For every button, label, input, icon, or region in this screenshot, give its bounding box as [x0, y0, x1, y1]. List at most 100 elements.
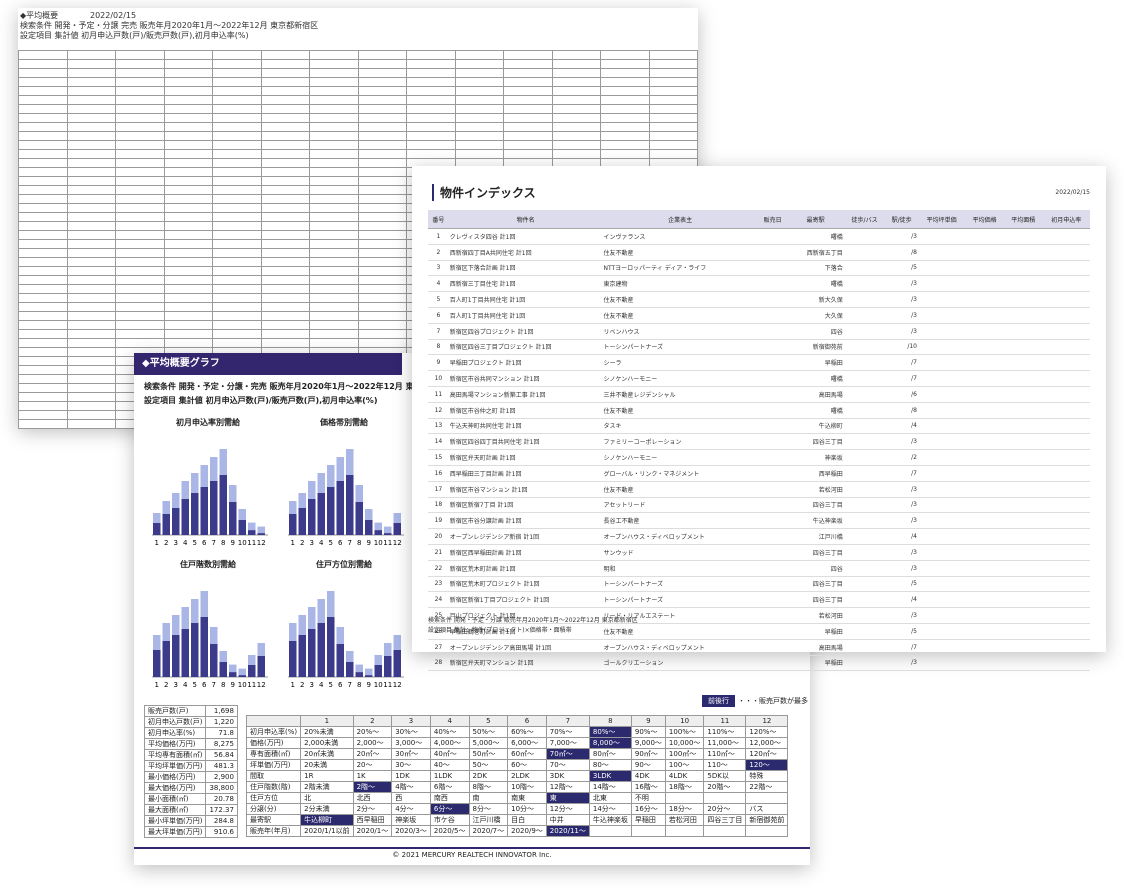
grid-cell	[357, 302, 407, 312]
table-row[interactable]: 6 百人町1丁目共同住宅 計1回 住友不動産 大久保/3	[428, 307, 1090, 324]
summary-value: 481.3	[205, 760, 238, 772]
company-name: シノケンハーモニー	[602, 449, 758, 466]
row-number: 28	[428, 655, 449, 672]
x-tick-label: 12	[257, 539, 266, 547]
property-index-table: 番号 物件名 企業表主 販売日 最寄駅 徒歩/バス 駅/徒歩 平均坪単価 平均価格 平均面積 初月申…	[428, 210, 1090, 672]
avg-area	[1003, 639, 1043, 656]
initial-rate	[1042, 497, 1090, 514]
column-header: 番号	[428, 210, 449, 229]
grid-cell	[18, 86, 68, 96]
matrix-cell: 6分～	[429, 803, 470, 815]
table-row[interactable]: 9 早稲田プロジェクト 計1回 シーラ 早稲田/7	[428, 354, 1090, 372]
table-row[interactable]: 21 新宿区西早稲田計画 計1回 サンウッド 四谷三丁目/3	[428, 544, 1090, 561]
table-row: 専有面積(㎡) 20㎡未満 20㎡～ 30㎡～ 40㎡～ 50㎡～ 60㎡～ 70㎡～ 80㎡～…	[245, 748, 789, 760]
table-row[interactable]: 13 牛込天神町共同住宅 計1回 タスキ 牛込柳町/4	[428, 418, 1090, 435]
matrix-cell: 早稲田	[630, 814, 666, 826]
property-name: 新宿区弁天町マンション 計1回	[448, 655, 603, 672]
grid-cell	[600, 131, 650, 141]
table-row: 平均価格(万円) 8,275	[143, 738, 238, 750]
grid-cell	[260, 50, 310, 60]
avg-tsubo-price	[917, 275, 966, 293]
table-row[interactable]: 4 西新宿三丁目住宅 計1回 東京建物 曙橋/3	[428, 275, 1090, 293]
grid-cell	[163, 284, 213, 294]
bar-initial	[374, 530, 382, 535]
sale-date	[757, 591, 788, 609]
table-row[interactable]: 23 新宿区荒木町プロジェクト 計1回 トーシンパートナーズ 四谷三丁目/5	[428, 576, 1090, 593]
station-walk: /3	[885, 291, 918, 308]
walk-or-bus	[843, 418, 886, 435]
grid-cell	[309, 50, 359, 60]
grid-cell	[66, 392, 116, 402]
matrix-cell: 牛込神楽坂	[588, 814, 632, 826]
grid-cell	[309, 239, 359, 249]
bar-initial	[317, 623, 325, 677]
table-row[interactable]: 17 新宿区市谷マンション 計1回 住友不動産 若松河田/3	[428, 481, 1090, 498]
table-row: 初月申込戸数(戸) 1,220	[143, 716, 238, 728]
table-row[interactable]: 25 戸山プロジェクト 計1回 リード・リアルエステート 若松河田/3	[428, 607, 1090, 624]
table-row[interactable]: 18 新宿区新宿7丁目 計1回 アセットリード 四谷三丁目/3	[428, 497, 1090, 514]
table-row[interactable]: 3 新宿区下落合計画 計1回 NTTヨーロッパーティ ディア・ライフ 下落合/5	[428, 260, 1090, 277]
table-row[interactable]: 20 オープンレジデンシア新宿 計1回 オープンハウス・ディベロップメント 江戸川橋 /…	[428, 528, 1090, 545]
table-row: 最小坪単価(万円) 284.8	[143, 815, 238, 827]
walk-or-bus	[843, 639, 886, 656]
table-row[interactable]: 16 西早稲田三丁目計画 計1回 グローバル・リンク・マネジメント 西早稲田/7	[428, 465, 1090, 482]
grid-cell	[115, 293, 165, 303]
x-tick-label: 1	[291, 681, 295, 689]
table-row[interactable]: 22 新宿区荒木町計画 計1回 明和 四谷/3	[428, 560, 1090, 577]
table-row[interactable]: 10 新宿区市谷共同マンション 計1回 シノケンハーモニー 曙橋/7	[428, 370, 1090, 387]
avg-price	[965, 591, 1004, 609]
grid-cell	[551, 59, 601, 69]
matrix-cell	[703, 825, 747, 837]
company-name: 住友不動産	[602, 481, 758, 498]
walk-or-bus	[843, 560, 886, 577]
table-row[interactable]: 7 新宿区四谷プロジェクト 計1回 リベンハウス 四谷/3	[428, 323, 1090, 340]
grid-cell	[212, 167, 262, 177]
grid-cell	[163, 329, 213, 339]
company-name: インヴァランス	[602, 228, 758, 245]
company-name: タスキ	[602, 418, 758, 435]
table-row[interactable]: 1 クレヴィスタ四谷 計1回 インヴァランス 曙橋/3	[428, 228, 1090, 245]
grid-cell	[309, 257, 359, 267]
avg-price	[965, 623, 1004, 640]
grid-cell	[357, 203, 407, 213]
matrix-cell: 2020/5～	[429, 825, 470, 837]
search-conditions: 検索条件 開発・予定・分譲 完売 販売年月2020年1月～2022年12月 東京…	[20, 21, 319, 30]
station-walk: /3	[885, 497, 918, 514]
table-row[interactable]: 12 新宿区市谷仲之町 計1回 住友不動産 曙橋/8	[428, 402, 1090, 419]
avg-area	[1003, 512, 1043, 530]
table-row[interactable]: 27 オープンレジデンシア高田馬場 計1回 オープンハウス・ディベロップメント 高田馬…	[428, 639, 1090, 656]
table-row[interactable]: 8 新宿区四谷三丁目プロジェクト 計1回 トーシンパートナーズ 新宿御苑前/10	[428, 339, 1090, 356]
table-row[interactable]: 11 高田馬場マンション新築工事 計1回 三井不動産レジデンシャル 高田馬場/6	[428, 386, 1090, 403]
avg-area	[1003, 481, 1043, 498]
initial-rate	[1042, 544, 1090, 561]
station-walk: /3	[885, 560, 918, 577]
x-tick-label: 7	[212, 539, 216, 547]
table-row[interactable]: 14 新宿区四谷四丁目共同住宅 計1回 ファミリーコーポレーション 四谷三丁目/3	[428, 433, 1090, 451]
table-row[interactable]: 19 新宿区市谷分譲計画 計1回 長谷工不動産 牛込神楽坂/3	[428, 512, 1090, 530]
table-row[interactable]: 24 新宿区新宿1丁目プロジェクト 計1回 トーシンパートナーズ 四谷三丁目/4	[428, 591, 1090, 609]
x-tick-label: 4	[183, 681, 188, 689]
grid-cell	[115, 275, 165, 285]
grid-cell	[212, 329, 262, 339]
matrix-cell: 90～	[630, 759, 666, 771]
grid-cell	[551, 50, 601, 60]
property-name: 新宿区荒木町計画 計1回	[448, 560, 603, 577]
table-row[interactable]: 26 早稲田鶴巻町計画 計1回 住友不動産 早稲田/5	[428, 623, 1090, 640]
bar-initial	[238, 675, 246, 677]
property-name: 百人町1丁目共同住宅 計1回	[448, 291, 603, 308]
grid-cell	[406, 149, 456, 159]
index-search-conditions: 検索条件 開発・予定・分譲 販売年月2020年1月～2022年12月 東京都新宿…	[428, 617, 638, 624]
table-row[interactable]: 5 百人町1丁目共同住宅 計1回 住友不動産 新大久保/3	[428, 291, 1090, 308]
grid-cell	[260, 284, 310, 294]
bar-initial	[210, 481, 218, 535]
grid-cell	[503, 95, 553, 105]
table-row[interactable]: 28 新宿区弁天町マンション 計1回 ゴールクリエーション 早稲田/3	[428, 655, 1090, 672]
table-row[interactable]: 2 西新宿四丁目A共同住宅 計1回 住友不動産 西新宿五丁目/8	[428, 244, 1090, 261]
grid-cell	[66, 68, 116, 78]
grid-cell	[212, 176, 262, 186]
table-row: 初月申込率(%) 71.8	[143, 727, 238, 739]
table-row[interactable]: 15 新宿区弁天町計画 計1回 シノケンハーモニー 神楽坂/2	[428, 449, 1090, 466]
bar-initial	[317, 493, 325, 535]
initial-rate	[1042, 307, 1090, 324]
grid-cell	[309, 302, 359, 312]
